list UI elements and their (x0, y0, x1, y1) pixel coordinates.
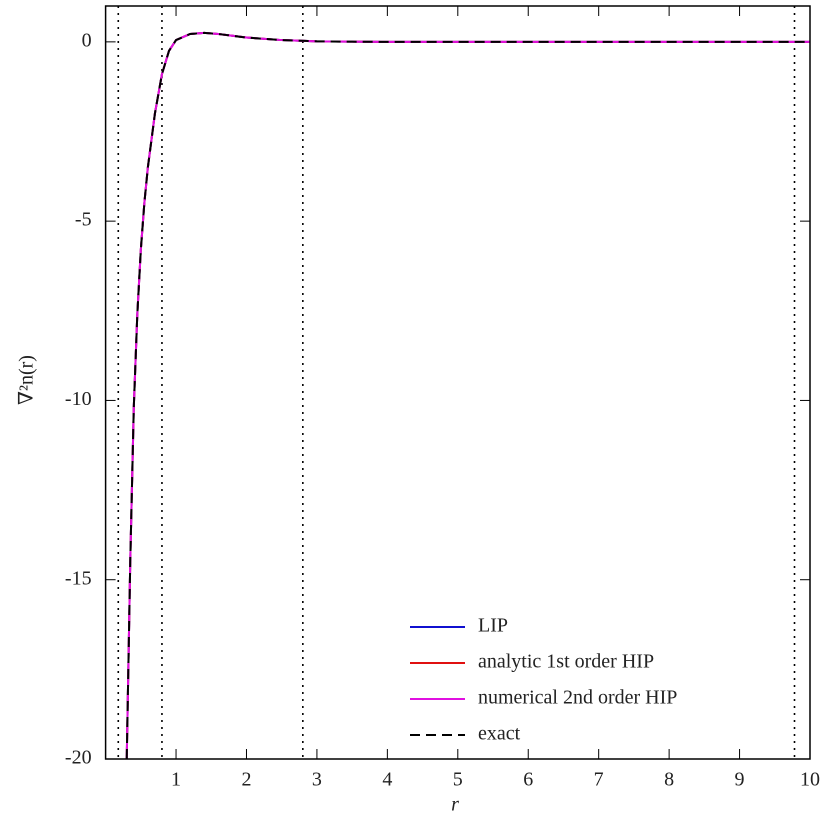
x-axis-label: r (451, 794, 459, 816)
data-line (125, 31, 810, 759)
x-tick-label: 1 (171, 769, 181, 791)
legend-label: LIP (478, 615, 508, 637)
x-tick-label: 8 (664, 769, 674, 791)
plot-frame (104, 5, 811, 760)
legend-label: numerical 2nd order HIP (478, 687, 677, 709)
x-tick-label: 5 (453, 769, 463, 791)
y-axis-label: ∇²n(r) (16, 355, 38, 405)
legend-label: exact (478, 723, 521, 745)
y-tick-label: -5 (75, 209, 92, 231)
data-line (125, 31, 810, 759)
data-line (125, 31, 810, 759)
y-tick-label: 0 (82, 29, 92, 51)
x-tick-label: 10 (800, 769, 820, 791)
legend-label: analytic 1st order HIP (478, 651, 654, 673)
x-tick-label: 2 (241, 769, 251, 791)
y-tick-label: -15 (65, 567, 92, 589)
y-tick-label: -10 (65, 388, 92, 410)
x-tick-label: 3 (312, 769, 322, 791)
data-line (125, 31, 810, 759)
y-tick-label: -20 (65, 747, 92, 769)
x-tick-label: 6 (523, 769, 533, 791)
plot-area (125, 31, 810, 759)
x-tick-label: 4 (382, 769, 392, 791)
x-tick-label: 7 (594, 769, 604, 791)
x-tick-label: 9 (735, 769, 745, 791)
